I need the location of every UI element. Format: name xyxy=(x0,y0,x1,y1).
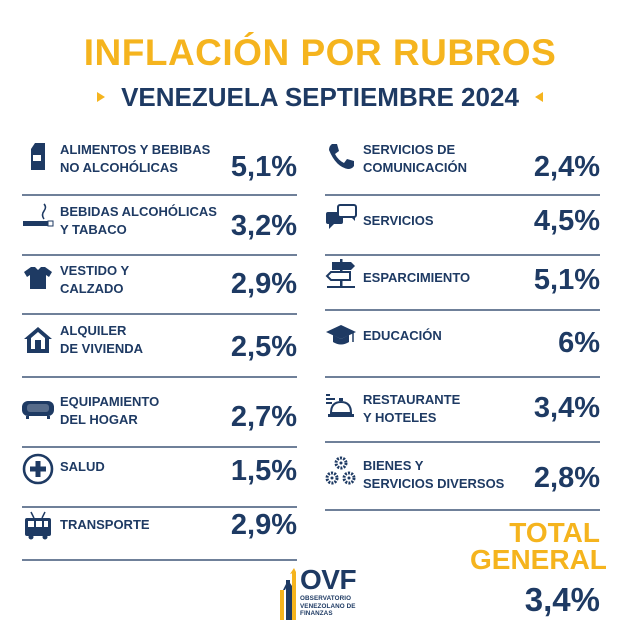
category-item: ALQUILER DE VIVIENDA 2,5% xyxy=(22,320,297,378)
category-value: 2,4% xyxy=(533,151,600,183)
category-item: SERVICIOS 4,5% xyxy=(325,198,600,256)
category-label: BEBIDAS ALCOHÓLICAS Y TABACO xyxy=(60,204,217,237)
divider xyxy=(325,509,600,511)
gears-icon xyxy=(325,455,357,487)
category-label: ALQUILER DE VIVIENDA xyxy=(60,323,144,356)
ovf-logo: OVF OBSERVATORIO VENEZOLANO DE FINANZAS xyxy=(280,564,370,624)
category-item: ESPARCIMIENTO 5,1% xyxy=(325,253,600,311)
category-label: SALUD xyxy=(60,459,105,474)
divider xyxy=(325,254,600,256)
category-item: RESTAURANTE Y HOTELES 3,4% xyxy=(325,385,600,443)
category-value: 2,8% xyxy=(533,462,600,494)
category-item: TRANSPORTE 2,9% xyxy=(22,503,297,561)
divider xyxy=(22,254,297,256)
category-label: ALIMENTOS Y BEBIBAS NO ALCOHÓLICAS xyxy=(60,142,211,175)
category-label: SERVICIOS DE COMUNICACIÓN xyxy=(363,142,467,175)
triangle-right-icon xyxy=(96,92,105,102)
phone-icon xyxy=(325,140,357,172)
category-value: 1,5% xyxy=(230,455,297,487)
category-value: 3,2% xyxy=(230,210,297,242)
page-title: INFLACIÓN POR RUBROS xyxy=(83,32,557,73)
signpost-icon xyxy=(325,257,357,289)
category-value: 6% xyxy=(558,327,600,359)
category-item: EQUIPAMIENTO DEL HOGAR 2,7% xyxy=(22,390,297,448)
category-label: ESPARCIMIENTO xyxy=(363,270,471,285)
divider xyxy=(22,506,297,508)
category-value: 2,5% xyxy=(230,331,297,363)
category-label: RESTAURANTE Y HOTELES xyxy=(363,392,461,425)
sofa-icon xyxy=(22,392,54,424)
total-value: 3,4% xyxy=(524,581,600,618)
logo-mark: OVF xyxy=(300,564,357,595)
graduation-cap-icon xyxy=(325,320,357,352)
category-value: 2,9% xyxy=(230,268,297,300)
chat-bubbles-icon xyxy=(325,202,357,234)
divider xyxy=(325,441,600,443)
category-value: 5,1% xyxy=(230,151,297,183)
total-label: TOTAL GENERAL xyxy=(470,517,607,575)
logo-tagline: OBSERVATORIO VENEZOLANO DE FINANZAS xyxy=(300,595,356,617)
service-bell-icon xyxy=(325,391,357,423)
category-label: TRANSPORTE xyxy=(60,517,150,532)
category-item: SERVICIOS DE COMUNICACIÓN 2,4% xyxy=(325,138,600,196)
category-value: 5,1% xyxy=(533,264,600,296)
category-item: EDUCACIÓN 6% xyxy=(325,320,600,378)
category-value: 2,7% xyxy=(230,401,297,433)
category-value: 2,9% xyxy=(230,509,297,541)
category-label: VESTIDO Y CALZADO xyxy=(60,263,130,296)
bus-icon xyxy=(22,510,54,542)
triangle-left-icon xyxy=(535,92,544,102)
divider xyxy=(325,376,600,378)
health-cross-icon xyxy=(22,453,54,485)
cigarette-icon xyxy=(22,202,54,234)
category-label: EQUIPAMIENTO DEL HOGAR xyxy=(60,394,160,427)
tshirt-icon xyxy=(22,261,54,293)
divider xyxy=(325,194,600,196)
category-label: SERVICIOS xyxy=(363,213,434,228)
divider xyxy=(22,446,297,448)
category-label: BIENES Y SERVICIOS DIVERSOS xyxy=(363,458,505,491)
subtitle-row: VENEZUELA SEPTIEMBRE 2024 xyxy=(0,80,640,114)
category-item: BEBIDAS ALCOHÓLICAS Y TABACO 3,2% xyxy=(22,198,297,256)
category-item: ALIMENTOS Y BEBIBAS NO ALCOHÓLICAS 5,1% xyxy=(22,138,297,196)
category-value: 4,5% xyxy=(533,205,600,237)
milk-carton-icon xyxy=(22,140,54,172)
category-value: 3,4% xyxy=(533,392,600,424)
logo-bars-icon xyxy=(280,568,296,620)
divider xyxy=(22,559,297,561)
category-item: BIENES Y SERVICIOS DIVERSOS 2,8% xyxy=(325,453,600,511)
house-icon xyxy=(22,324,54,356)
divider xyxy=(325,309,600,311)
category-item: VESTIDO Y CALZADO 2,9% xyxy=(22,257,297,315)
divider xyxy=(22,376,297,378)
divider xyxy=(22,313,297,315)
category-item: SALUD 1,5% xyxy=(22,450,297,508)
category-label: EDUCACIÓN xyxy=(363,328,442,343)
page-subtitle: VENEZUELA SEPTIEMBRE 2024 xyxy=(121,82,519,112)
divider xyxy=(22,194,297,196)
